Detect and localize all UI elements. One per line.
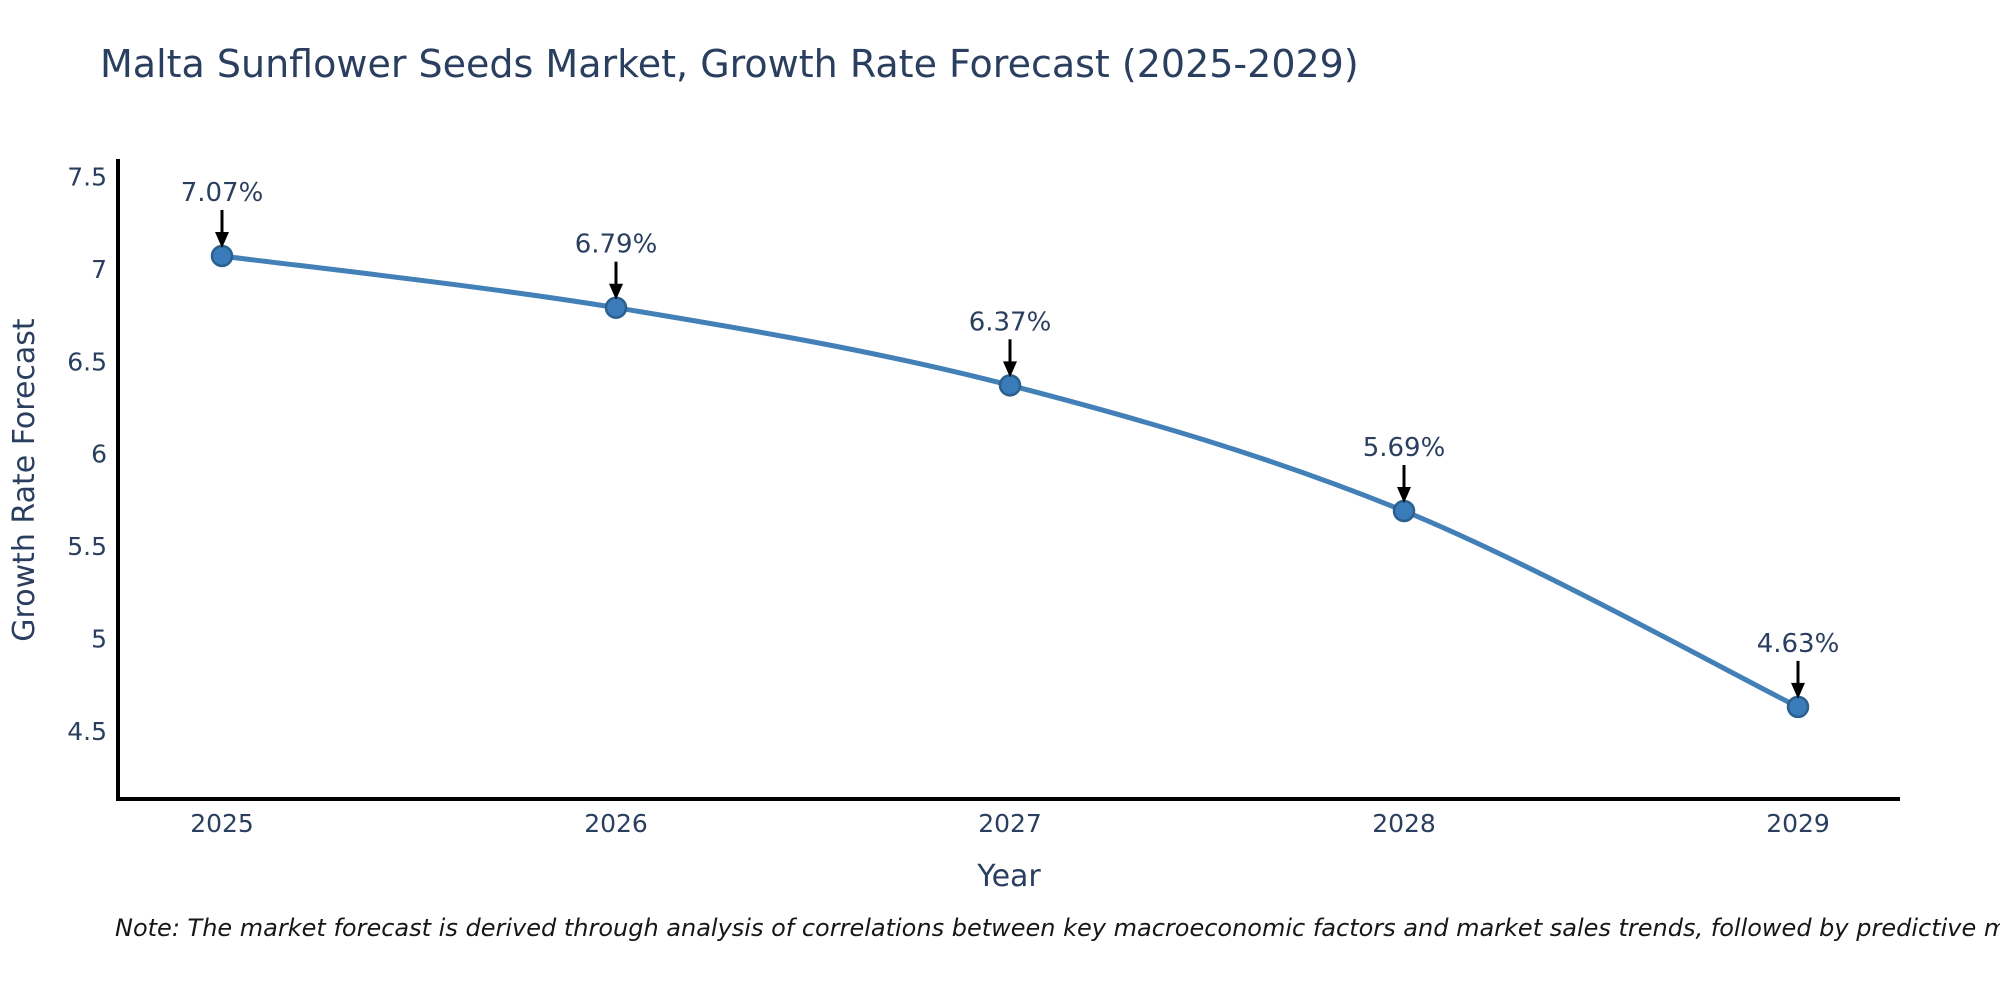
data-point-label: 7.07% — [181, 178, 264, 208]
data-point-marker — [210, 244, 234, 268]
y-tick-label: 5.5 — [67, 532, 107, 561]
y-tick-label: 5 — [91, 625, 107, 654]
x-tick-label: 2027 — [978, 809, 1042, 838]
y-tick-label: 4.5 — [67, 717, 107, 746]
annotation-arrowhead — [1003, 361, 1017, 378]
x-tick-label: 2026 — [584, 809, 648, 838]
plot-area: 4.5 5 5.5 6 6.5 7 7.5 2025 2026 2027 2028 2029 7.07%… — [67, 163, 1839, 839]
data-point-marker — [604, 296, 628, 319]
data-point-marker — [998, 374, 1022, 397]
y-tick-label: 6.5 — [67, 347, 107, 376]
data-point-marker — [1786, 695, 1810, 719]
annotation-arrowhead — [1397, 486, 1411, 503]
annotation-arrowhead — [1791, 682, 1805, 699]
y-axis-title: Growth Rate Forecast — [7, 318, 42, 642]
footnote: Note: The market forecast is derived thr… — [115, 914, 2000, 942]
x-tick-label: 2028 — [1372, 809, 1436, 838]
x-tick-label: 2029 — [1766, 809, 1830, 838]
data-point-label: 4.63% — [1757, 629, 1840, 659]
annotation-arrowhead — [609, 283, 623, 300]
y-tick-label: 7.5 — [67, 163, 107, 192]
y-tick-label: 7 — [91, 255, 107, 284]
chart-title: Malta Sunflower Seeds Market, Growth Rat… — [100, 42, 1359, 86]
data-point-label: 5.69% — [1363, 433, 1446, 463]
y-tick-label: 6 — [91, 440, 107, 469]
x-tick-label: 2025 — [190, 809, 254, 838]
data-point-label: 6.79% — [575, 230, 658, 260]
data-point-label: 6.37% — [969, 307, 1052, 337]
x-axis-title: Year — [976, 859, 1041, 894]
annotation-arrowhead — [215, 231, 229, 248]
data-point-marker — [1392, 499, 1416, 523]
